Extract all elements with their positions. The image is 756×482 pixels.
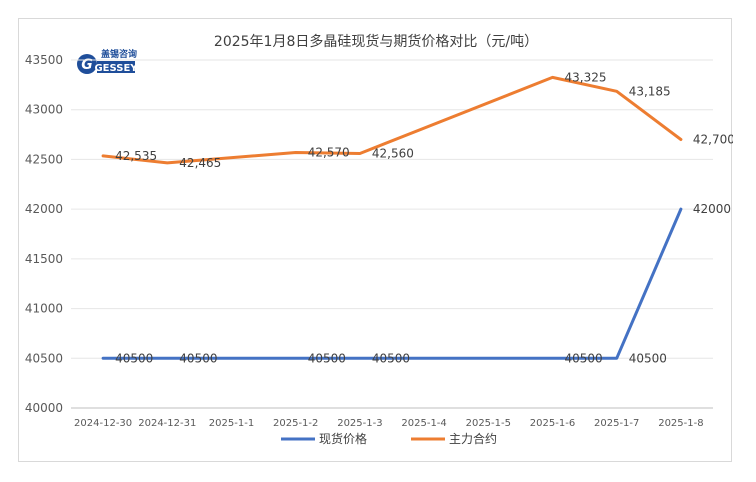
x-tick-label: 2025-1-5 — [466, 418, 511, 429]
y-tick-label: 40000 — [25, 401, 63, 415]
chart-frame: 2025年1月8日多晶硅现货与期货价格对比（元/吨） 盖锡咨询 G GESSEY… — [18, 18, 733, 462]
y-tick-label: 42000 — [25, 202, 63, 216]
x-tick-label: 2025-1-7 — [594, 418, 639, 429]
data-label: 40500 — [179, 351, 217, 365]
legend-label: 主力合约 — [449, 431, 497, 446]
x-tick-label: 2025-1-3 — [337, 418, 382, 429]
data-labels: 40500 40500 40500 40500 40500 40500 42000 42,53… — [115, 70, 733, 365]
x-tick-label: 2024-12-30 — [74, 418, 132, 429]
x-tick-label: 2025-1-4 — [401, 418, 446, 429]
x-tick-label: 2025-1-6 — [530, 418, 575, 429]
legend-label: 现货价格 — [319, 431, 367, 446]
y-axis: 40000 40500 41000 41500 42000 42500 43000 43500 — [25, 53, 63, 415]
data-label: 42,560 — [372, 146, 414, 160]
series-line-0 — [101, 207, 683, 360]
data-label: 42,465 — [179, 156, 221, 170]
logo-g-circle — [77, 54, 97, 74]
x-tick-label: 2024-12-31 — [138, 418, 196, 429]
y-tick-label: 42500 — [25, 152, 63, 166]
data-label: 40500 — [629, 351, 667, 365]
y-tick-label: 40500 — [25, 351, 63, 365]
logo-main-text: GESSEY — [94, 63, 138, 74]
data-label: 42,535 — [115, 149, 157, 163]
x-tick-label: 2025-1-2 — [273, 418, 318, 429]
data-label: 42,700 — [693, 133, 733, 147]
x-tick-label: 2025-1-1 — [209, 418, 254, 429]
legend: 现货价格 主力合约 — [281, 431, 497, 446]
y-tick-label: 43000 — [25, 103, 63, 117]
data-label: 43,185 — [629, 84, 671, 98]
y-tick-label: 43500 — [25, 53, 63, 67]
data-label: 40500 — [372, 351, 410, 365]
data-label: 42000 — [693, 202, 731, 216]
logo-bar — [97, 61, 135, 73]
chart-title: 2025年1月8日多晶硅现货与期货价格对比（元/吨） — [214, 33, 538, 50]
x-tick-label: 2025-1-8 — [658, 418, 703, 429]
data-label: 42,570 — [308, 145, 350, 159]
data-label: 40500 — [308, 351, 346, 365]
logo-g-letter: G — [81, 57, 93, 73]
series-line-1 — [101, 75, 683, 165]
data-label: 43,325 — [565, 70, 607, 84]
y-tick-label: 41000 — [25, 302, 63, 316]
gessey-logo: 盖锡咨询 G GESSEY — [77, 48, 138, 74]
data-label: 40500 — [115, 351, 153, 365]
y-tick-label: 41500 — [25, 252, 63, 266]
data-label: 40500 — [565, 351, 603, 365]
x-axis: 2024-12-30 2024-12-31 2025-1-1 2025-1-2 2025… — [74, 418, 704, 429]
line-chart: 2025年1月8日多晶硅现货与期货价格对比（元/吨） 盖锡咨询 G GESSEY… — [25, 33, 733, 446]
logo-top-text: 盖锡咨询 — [101, 48, 137, 60]
series-lines — [101, 75, 683, 360]
